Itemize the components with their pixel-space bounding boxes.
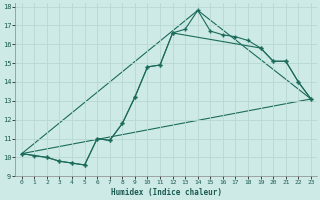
X-axis label: Humidex (Indice chaleur): Humidex (Indice chaleur): [111, 188, 222, 197]
